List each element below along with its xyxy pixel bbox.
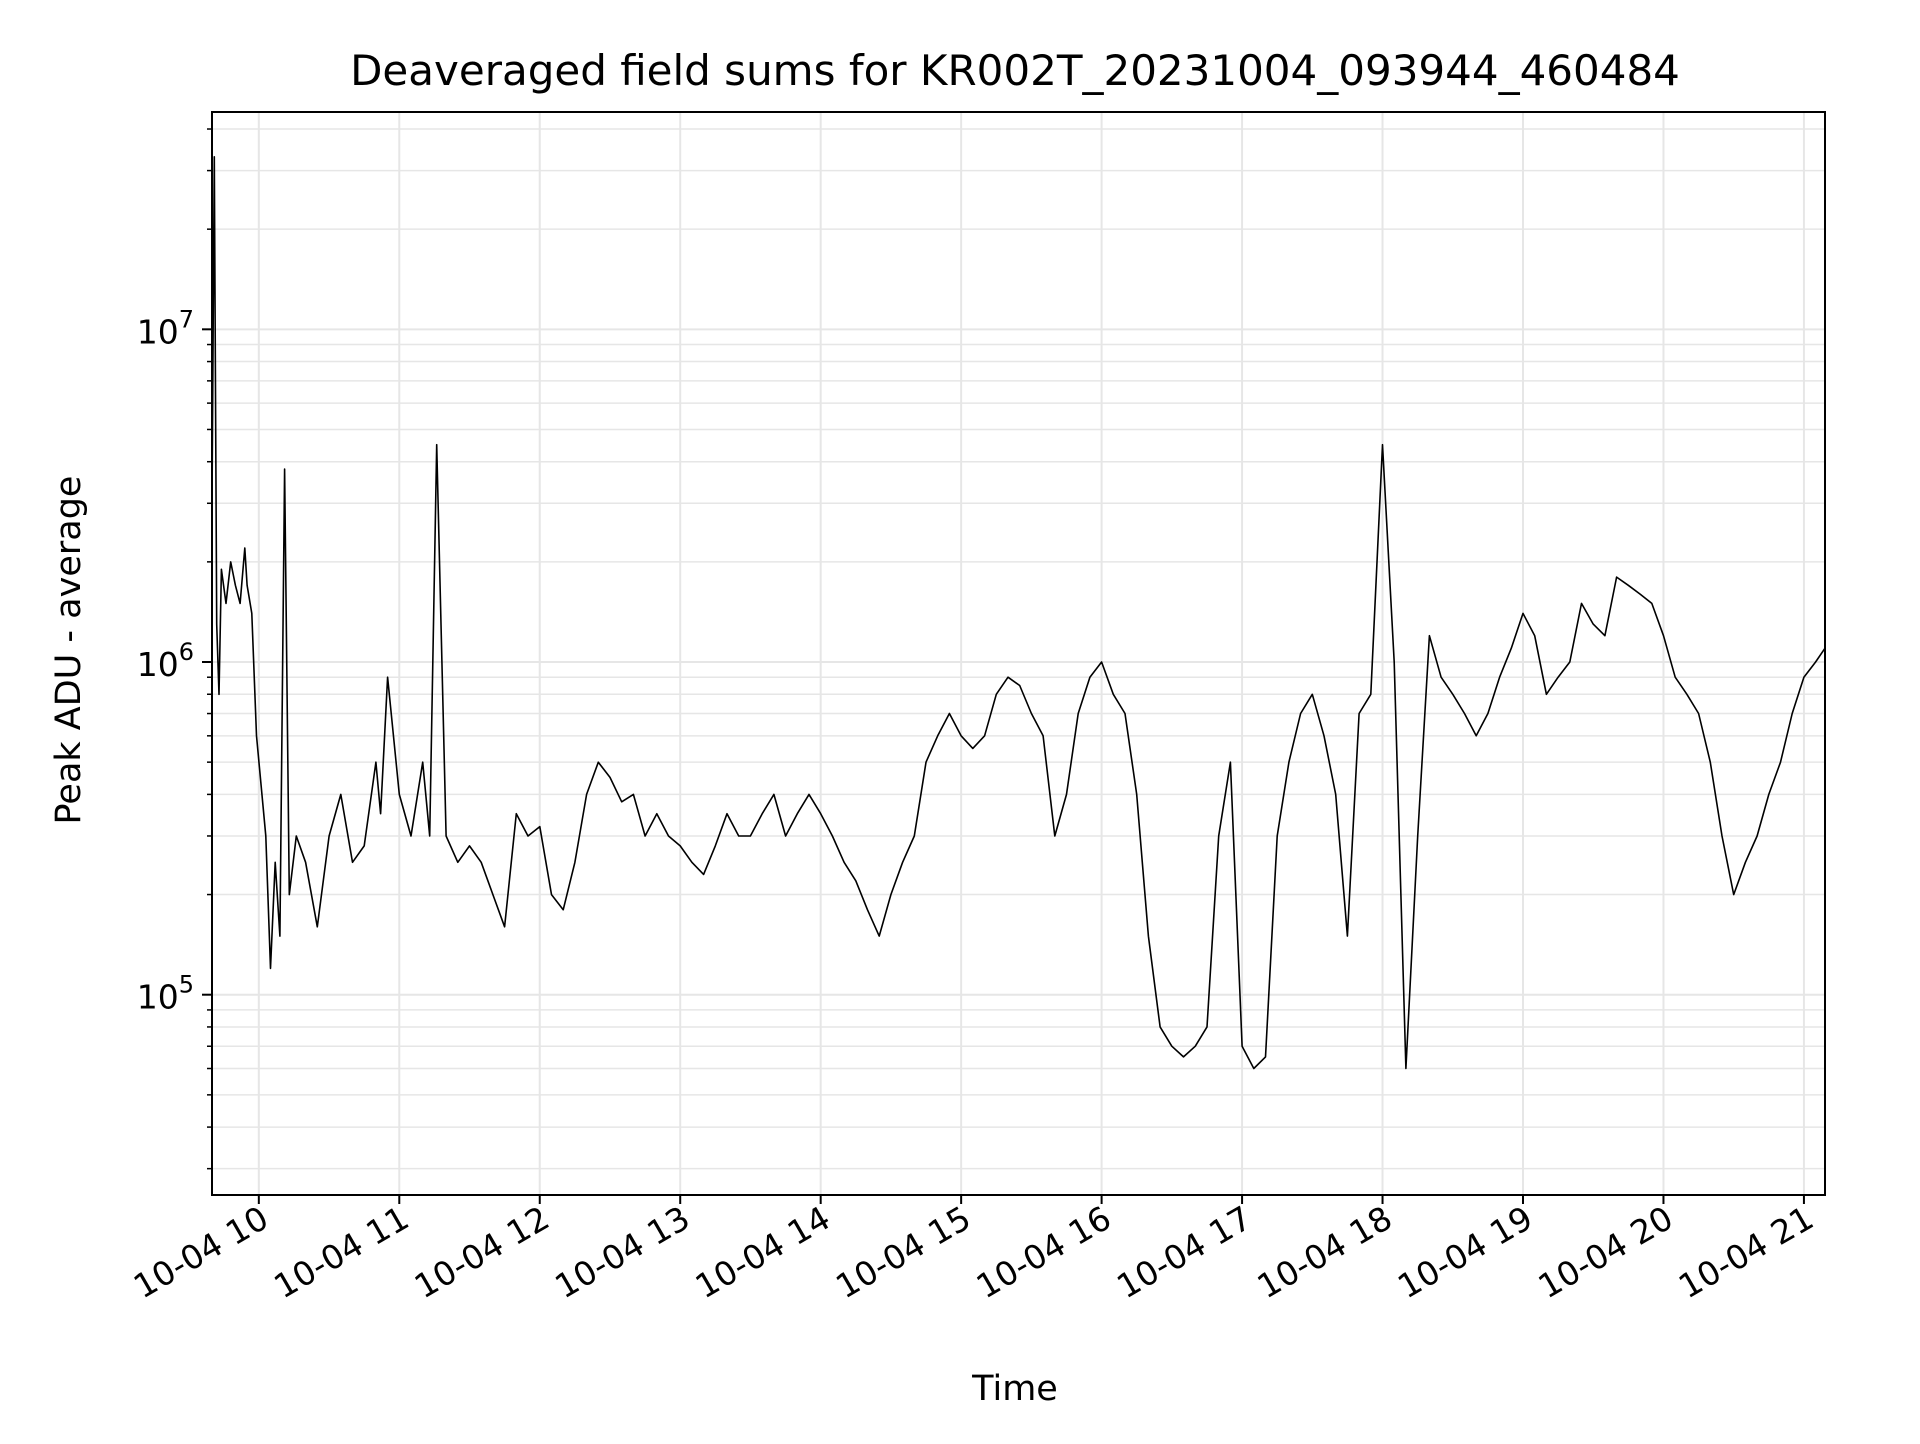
x-axis-title: Time: [971, 1369, 1058, 1409]
plot-frame: [211, 111, 1826, 1196]
y-tick-label: 106: [137, 638, 194, 684]
y-axis-title: Peak ADU - average: [49, 476, 89, 825]
data-series: [211, 156, 1826, 1070]
y-tick-label: 107: [137, 305, 194, 351]
data-line: [211, 156, 1826, 1070]
y-tick-label: 105: [137, 971, 194, 1017]
chart-title: Deaveraged field sums for KR002T_2023100…: [350, 46, 1680, 95]
grid-lines: [212, 112, 1825, 1195]
